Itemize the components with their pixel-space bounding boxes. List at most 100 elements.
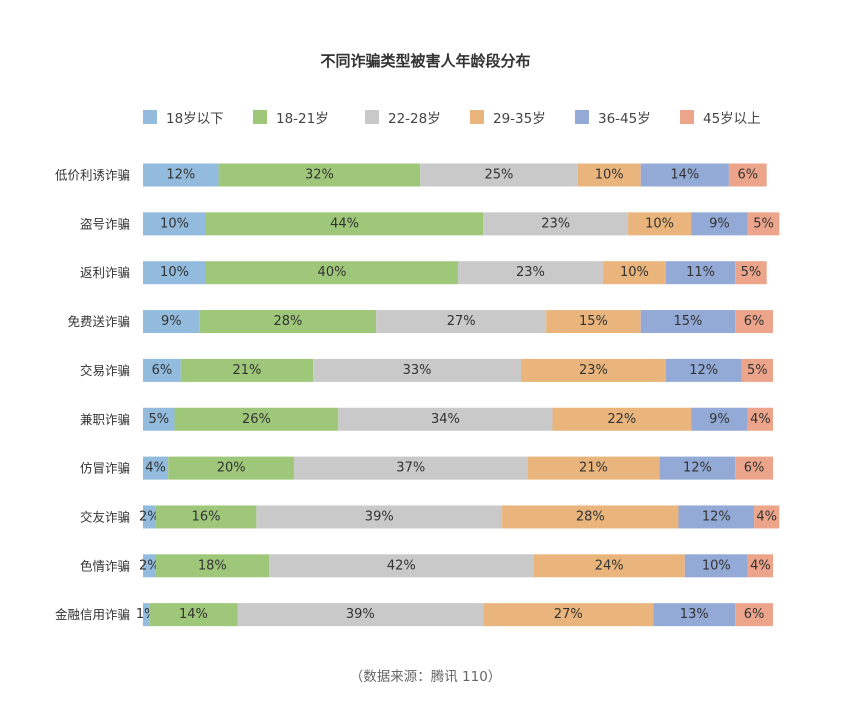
legend-label: 29-35岁	[493, 111, 546, 127]
data-label: 18%	[198, 558, 227, 573]
data-label: 22%	[607, 412, 636, 427]
legend-item: 18-21岁	[253, 108, 329, 127]
bar-segment	[665, 261, 736, 285]
category-label: 盗号诈骗	[80, 216, 130, 231]
data-label: 9%	[709, 216, 730, 231]
bar-segment	[735, 603, 773, 627]
source-note: （数据来源：腾讯 110）	[349, 669, 502, 685]
data-label: 23%	[516, 265, 545, 280]
data-label: 32%	[305, 168, 334, 183]
category-label: 交友诈骗	[80, 509, 130, 524]
category-label: 低价利诱诈骗	[55, 168, 130, 183]
bar-segment	[678, 505, 755, 529]
legend-swatch	[575, 110, 589, 124]
data-label: 4%	[756, 509, 777, 524]
data-label: 6%	[744, 314, 765, 329]
data-label: 6%	[737, 168, 758, 183]
bar-segment	[628, 212, 692, 236]
bar-segment	[640, 310, 736, 334]
bar-segment	[735, 261, 767, 285]
bar-segment	[602, 261, 666, 285]
bar-segment	[149, 603, 238, 627]
data-label: 10%	[160, 216, 189, 231]
bar-segment	[143, 310, 200, 334]
category-label: 金融信用诈骗	[55, 607, 130, 622]
data-label: 11%	[686, 265, 715, 280]
legend-label: 18-21岁	[276, 111, 329, 127]
bar-segment	[521, 358, 666, 382]
data-label: 5%	[741, 265, 762, 280]
bar-segment	[155, 505, 257, 529]
legend-label: 22-28岁	[388, 111, 441, 127]
data-label: 23%	[541, 216, 570, 231]
data-label: 27%	[447, 314, 476, 329]
legend-item: 22-28岁	[365, 108, 441, 127]
data-label: 5%	[148, 412, 169, 427]
legend-item: 36-45岁	[575, 108, 651, 127]
data-label: 4%	[750, 558, 771, 573]
bar-segment	[728, 163, 767, 187]
data-label: 16%	[192, 509, 221, 524]
data-label: 4%	[145, 461, 166, 476]
bar-segment	[458, 261, 603, 285]
category-label: 色情诈骗	[80, 558, 130, 573]
data-label: 25%	[484, 168, 513, 183]
bar-segment	[546, 310, 641, 334]
bar-segment	[143, 603, 150, 627]
data-label: 14%	[670, 168, 699, 183]
data-label: 6%	[744, 461, 765, 476]
legend-label: 45岁以上	[703, 111, 761, 127]
data-label: 12%	[689, 363, 718, 378]
bar-segment	[747, 554, 773, 578]
legend-swatch	[143, 110, 157, 124]
bar-segment	[691, 212, 748, 236]
bar-segment	[691, 407, 748, 431]
data-label: 9%	[709, 412, 730, 427]
data-label: 10%	[702, 558, 731, 573]
legend-item: 29-35岁	[470, 108, 546, 127]
data-label: 9%	[161, 314, 182, 329]
data-label: 23%	[579, 363, 608, 378]
data-label: 10%	[645, 216, 674, 231]
data-label: 20%	[217, 461, 246, 476]
bar-segment	[741, 358, 773, 382]
data-label: 10%	[620, 265, 649, 280]
bar-segment	[143, 407, 175, 431]
data-label: 12%	[683, 461, 712, 476]
bar-segment	[206, 261, 458, 285]
category-label: 兼职诈骗	[80, 412, 130, 427]
data-label: 39%	[346, 607, 375, 622]
bar-segment	[143, 163, 219, 187]
data-label: 5%	[753, 216, 774, 231]
bar-segment	[684, 554, 748, 578]
legend-swatch	[680, 110, 694, 124]
data-label: 40%	[318, 265, 347, 280]
bar-segment	[313, 358, 521, 382]
bar-segment	[174, 407, 339, 431]
data-label: 34%	[431, 412, 460, 427]
data-label: 44%	[330, 216, 359, 231]
bar-segment	[527, 456, 660, 480]
data-label: 21%	[579, 461, 608, 476]
bar-segment	[269, 554, 534, 578]
data-label: 12%	[166, 168, 195, 183]
bar-segment	[180, 358, 314, 382]
data-label: 15%	[579, 314, 608, 329]
data-label: 6%	[744, 607, 765, 622]
bar-segment	[483, 212, 629, 236]
bar-segment	[552, 407, 692, 431]
bar-segment	[735, 310, 773, 334]
bar-segment	[747, 212, 780, 236]
bar-segment	[168, 456, 295, 480]
bar-segment	[218, 163, 421, 187]
bar-segment	[754, 505, 780, 529]
data-label: 10%	[160, 265, 189, 280]
data-label: 28%	[576, 509, 605, 524]
bar-segment	[533, 554, 685, 578]
bar-segment	[143, 456, 169, 480]
data-label: 2%	[139, 509, 160, 524]
data-label: 15%	[673, 314, 702, 329]
data-label: 24%	[595, 558, 624, 573]
data-label: 13%	[680, 607, 709, 622]
data-label: 37%	[396, 461, 425, 476]
